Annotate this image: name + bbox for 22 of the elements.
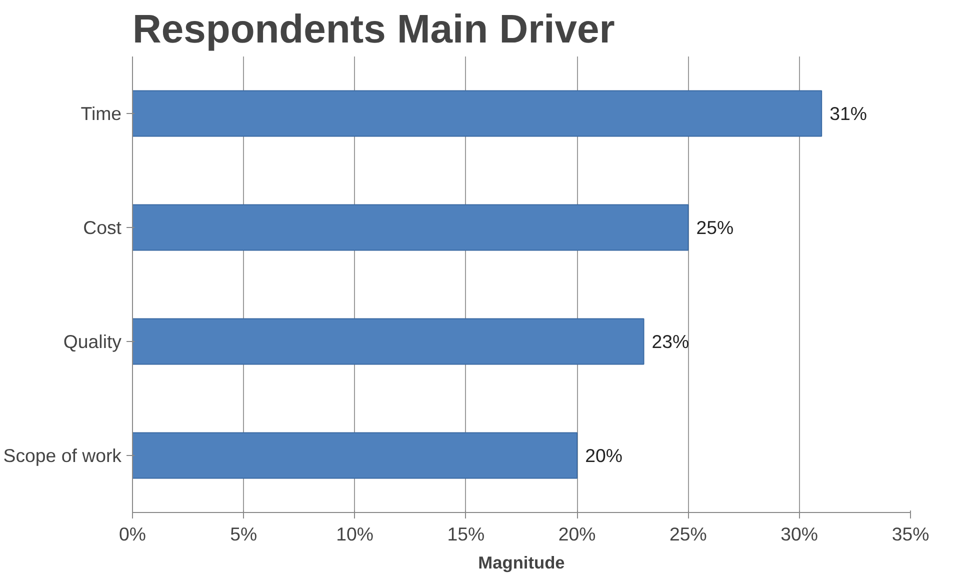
data-label: 20% [585,445,622,466]
x-tick-label: 35% [892,524,930,544]
chart-title: Respondents Main Driver [132,8,615,52]
y-tick-label: Quality [63,331,122,352]
x-tick-label: 0% [119,524,146,544]
bar [132,204,689,251]
x-tick-label: 5% [230,524,258,544]
y-tick-label: Time [80,103,122,124]
x-tick-label: 15% [447,524,485,544]
bar [132,90,822,137]
data-label: 23% [652,331,690,352]
x-tick-label: 20% [558,524,596,544]
x-tick-label: 10% [336,524,374,544]
y-tick-label: Cost [83,217,122,238]
x-tick-label: 30% [780,524,818,544]
bar [132,318,644,365]
y-tick-label: Scope of work [3,445,122,466]
x-axis-title: Magnitude [478,552,566,572]
bar [132,432,578,479]
data-label: 31% [830,103,867,124]
data-label: 25% [696,217,734,238]
x-tick-label: 25% [670,524,707,544]
